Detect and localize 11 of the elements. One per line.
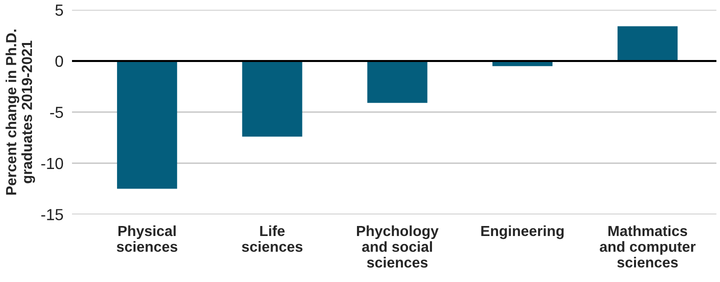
y-tick-label: -15	[41, 209, 63, 220]
x-tick-label: Mathmatics and computer sciences	[600, 225, 696, 268]
x-tick-label: Phychology and social sciences	[356, 225, 439, 268]
y-tick-label: -5	[50, 106, 63, 118]
x-tick-label: Physical sciences	[116, 225, 178, 252]
y-tick-label: 0	[55, 56, 64, 67]
x-tick-label: Engineering	[481, 225, 564, 240]
y-tick-label: -10	[41, 158, 64, 170]
y-axis-title: Percent change in Ph.D. graduates 2019-2021	[6, 30, 36, 195]
x-tick-label: Life sciences	[242, 225, 302, 252]
y-tick-label: 5	[55, 4, 63, 16]
